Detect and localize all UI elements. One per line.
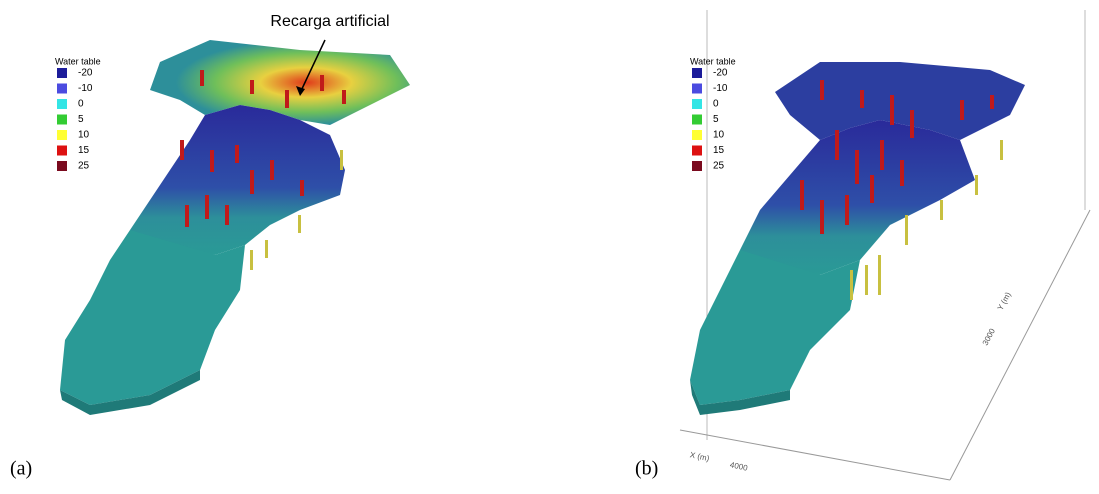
legend-title: Water table	[690, 56, 736, 66]
model-a	[60, 40, 410, 415]
legend-swatch	[692, 99, 702, 109]
caption: (b)	[635, 458, 658, 480]
axis-label: X (m)	[689, 450, 710, 463]
legend-swatch	[57, 99, 67, 109]
legend-swatch	[692, 146, 702, 156]
caption: (a)	[10, 458, 32, 480]
legend-label: 0	[78, 99, 84, 110]
legend-label: 5	[78, 114, 84, 125]
legend-label: 15	[78, 145, 90, 156]
axis-label: Y (m)	[996, 290, 1013, 312]
page: (a) Water table -20 -10 0 5 10 15 25 Recarga arti…	[0, 0, 1099, 494]
legend-swatch	[57, 146, 67, 156]
legend-label: -10	[78, 83, 93, 94]
legend-swatch	[57, 161, 67, 171]
legend-label: 25	[713, 161, 725, 172]
figure: (a) Water table -20 -10 0 5 10 15 25 Recarga arti…	[0, 0, 1099, 489]
legend-label: 5	[713, 114, 719, 125]
legend-label: -20	[78, 68, 93, 79]
legend-swatch	[692, 68, 702, 78]
legend-label: 15	[713, 145, 725, 156]
legend-title: Water table	[55, 56, 101, 66]
legend-swatch	[692, 115, 702, 125]
legend-swatch	[692, 130, 702, 140]
legend-swatch	[692, 84, 702, 94]
legend-label: -10	[713, 83, 728, 94]
legend-label: -20	[713, 68, 728, 79]
legend-swatch	[57, 68, 67, 78]
legend-label: 25	[78, 161, 90, 172]
axis-label: 3000	[981, 327, 998, 347]
legend-swatch	[57, 84, 67, 94]
legend-label: 0	[713, 99, 719, 110]
annotation: Recarga artificial	[270, 13, 389, 30]
legend-label: 10	[713, 130, 725, 141]
legend-label: 10	[78, 130, 90, 141]
legend-swatch	[692, 161, 702, 171]
legend-swatch	[57, 115, 67, 125]
model-b	[680, 10, 1090, 480]
axis-label: 4000	[729, 460, 749, 473]
legend-swatch	[57, 130, 67, 140]
